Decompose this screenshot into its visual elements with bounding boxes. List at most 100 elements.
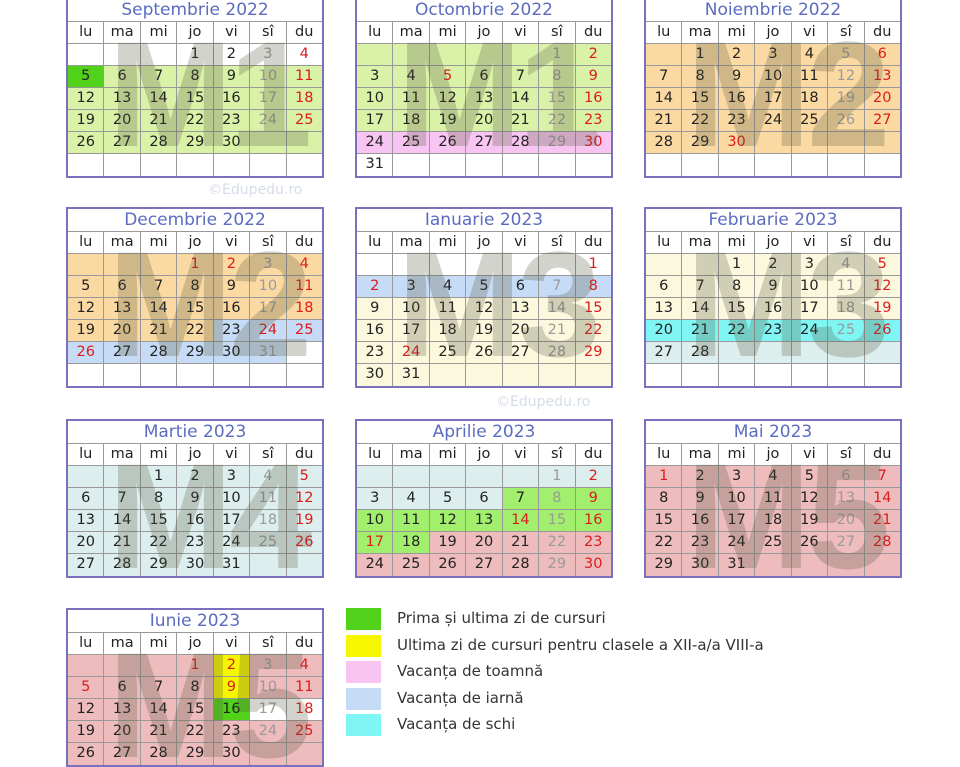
day-cell: 13 (104, 298, 141, 319)
week-row: 9 10 11 12 13 14 15 (357, 298, 611, 320)
day-cell: 2 (575, 466, 611, 487)
day-cell: 10 (393, 298, 430, 319)
day-cell: 22 (539, 110, 576, 131)
day-cell: 8 (575, 276, 611, 297)
day-cell: 17 (393, 320, 430, 341)
day-cell: 23 (755, 320, 792, 341)
day-cell: 19 (864, 298, 900, 319)
day-cell: 31 (718, 554, 756, 576)
day-cell (646, 154, 683, 176)
day-cell: 16 (682, 510, 719, 531)
day-cell (864, 132, 900, 153)
day-cell: 25 (828, 320, 865, 341)
day-cell: 4 (250, 466, 287, 487)
weekday-label: lu (68, 444, 105, 465)
day-cell: 12 (429, 88, 467, 109)
week-row: 17 18 19 20 21 22 23 (357, 532, 611, 554)
day-cell: 10 (718, 488, 756, 509)
day-cell: 19 (429, 110, 467, 131)
day-cell (68, 254, 105, 275)
weekday-label: vi (213, 633, 251, 654)
day-cell: 19 (68, 320, 105, 341)
day-cell: 27 (646, 342, 683, 363)
weekday-label: mi (429, 232, 467, 253)
month-title: Martie 2023 (68, 421, 322, 444)
day-cell: 6 (68, 488, 105, 509)
weekday-label: jo (466, 444, 503, 465)
day-cell: 12 (791, 488, 829, 509)
day-cell: 13 (466, 88, 503, 109)
weekday-label: vi (213, 22, 251, 43)
weekday-label: mi (140, 444, 178, 465)
day-cell: 16 (575, 88, 611, 109)
day-cell: 26 (791, 532, 829, 553)
weekday-label: lu (357, 232, 394, 253)
day-cell (682, 364, 719, 386)
day-cell: 17 (791, 298, 829, 319)
week-row: 23 24 25 26 27 28 29 (357, 342, 611, 364)
day-cell: 27 (104, 342, 141, 363)
day-cell: 13 (68, 510, 105, 531)
day-cell (466, 466, 503, 487)
day-cell: 18 (828, 298, 865, 319)
day-cell (250, 743, 287, 765)
legend-label: Vacanța de toamnă (397, 662, 544, 680)
weekday-label: jo (755, 232, 792, 253)
month-title: Mai 2023 (646, 421, 900, 444)
day-cell: 13 (828, 488, 865, 509)
day-cell (755, 342, 792, 363)
day-cell: 24 (393, 342, 430, 363)
day-cell: 11 (429, 298, 467, 319)
day-cell: 12 (466, 298, 503, 319)
day-cell: 21 (864, 510, 900, 531)
day-cell: 18 (791, 88, 829, 109)
day-cell: 12 (864, 276, 900, 297)
week-row: 19 20 21 22 23 24 25 (68, 320, 322, 342)
weekday-label: sî (250, 22, 287, 43)
day-cell (682, 154, 719, 176)
day-cell: 30 (213, 743, 251, 765)
weekday-label: du (575, 22, 611, 43)
day-cell: 8 (646, 488, 683, 509)
day-cell: 15 (539, 88, 576, 109)
day-cell: 3 (791, 254, 829, 275)
week-row: 7 8 9 10 11 12 13 (646, 66, 900, 88)
day-cell: 11 (286, 276, 322, 297)
day-cell: 8 (682, 66, 719, 87)
week-row: 26 27 28 29 30 (68, 132, 322, 154)
weekday-label: mi (429, 22, 467, 43)
week-row: 10 11 12 13 14 15 16 (357, 88, 611, 110)
weekday-label: sî (828, 444, 865, 465)
day-cell: 1 (575, 254, 611, 275)
weekday-label: lu (646, 22, 683, 43)
day-cell: 17 (718, 510, 756, 531)
day-cell (429, 154, 467, 176)
legend-label: Vacanța de schi (397, 715, 516, 733)
weekday-label: sî (539, 22, 576, 43)
day-cell: 3 (213, 466, 251, 487)
day-cell (502, 154, 540, 176)
day-cell: 28 (502, 554, 540, 576)
day-cell (864, 342, 900, 363)
day-cell: 23 (682, 532, 719, 553)
legend-swatch (346, 608, 381, 630)
day-cell (68, 364, 105, 386)
day-cell: 12 (286, 488, 322, 509)
day-cell: 20 (104, 110, 141, 131)
week-row: 5 6 7 8 9 10 11 (68, 66, 322, 88)
day-cell: 2 (682, 466, 719, 487)
day-cell (718, 342, 756, 363)
day-cell: 28 (104, 554, 141, 576)
weekday-label: lu (68, 633, 105, 654)
day-cell: 4 (429, 276, 467, 297)
day-cell: 20 (104, 320, 141, 341)
day-cell: 7 (864, 466, 900, 487)
month-calendar: Mai 2023 lu ma mi jo vi sî du 1 2 3 4 5 6 7 8 9 10 11 12 13 1… (644, 419, 902, 578)
day-cell: 7 (539, 276, 576, 297)
week-row: 24 25 26 27 28 29 30 (357, 132, 611, 154)
